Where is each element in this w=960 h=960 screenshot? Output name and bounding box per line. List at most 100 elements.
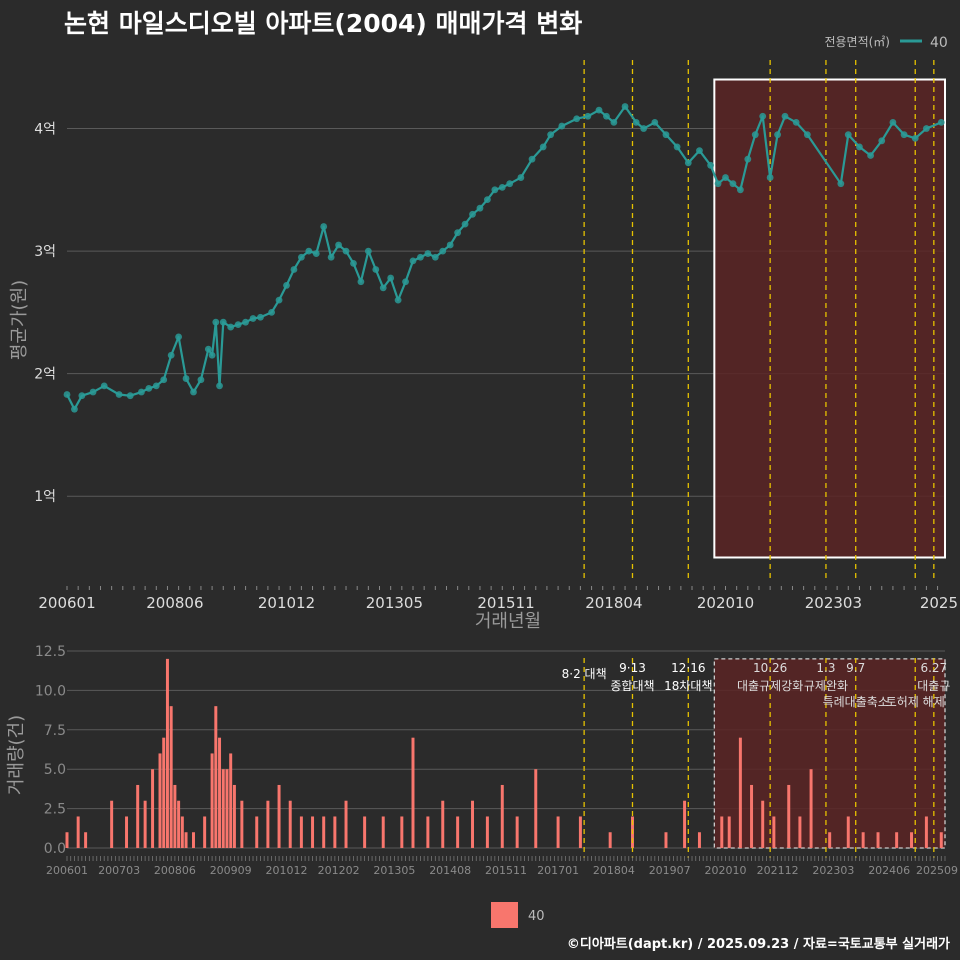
price-point [781,112,789,120]
volume-bar [177,800,181,848]
price-point [603,112,610,120]
price-point [89,388,97,396]
volume-x-tick-label: 201907 [649,864,691,877]
price-point [249,315,257,322]
annotation-date: 12·16 [671,661,705,675]
volume-x-tick-label: 201701 [537,864,579,877]
volume-bar [266,800,270,848]
price-point [446,241,454,249]
volume-bar [232,784,236,848]
volume-y-tick-label: 5.0 [44,762,66,778]
price-point [242,318,249,326]
price-point [774,131,781,139]
price-point [275,296,283,304]
price-point [684,159,692,167]
volume-bar [426,816,430,848]
annotation-label: 규제완화 [804,679,848,693]
volume-bar [556,816,560,848]
volume-bar [485,816,489,848]
price-y-tick-label: 3억 [34,244,56,260]
volume-bar [322,816,326,848]
volume-legend-label: 40 [528,909,545,924]
price-x-tick-label: 200601 [38,594,95,612]
price-y-tick-label: 2억 [34,367,56,383]
price-point [212,318,220,326]
volume-bar [608,832,612,848]
price-point [409,257,417,265]
price-point [402,278,409,286]
volume-bar [924,816,928,848]
price-point [63,391,71,398]
price-point [610,119,618,126]
price-point [837,180,845,188]
volume-x-tick-label: 200806 [154,864,196,877]
price-point [792,119,800,126]
price-point [483,196,491,204]
annotation-date: 9·13 [619,661,646,675]
volume-bar [910,832,914,848]
price-point [573,115,581,123]
price-x-tick-label: 201012 [258,594,315,612]
volume-bar [828,832,832,848]
price-point [461,220,469,228]
price-point [145,384,153,392]
annotation-label: 특례대출축소 [823,695,889,709]
price-point [387,274,395,282]
price-y-axis-title: 평균가(원) [9,280,30,360]
price-point [662,131,670,139]
price-point [417,253,424,261]
volume-x-tick-label: 201305 [373,864,415,877]
volume-bar [173,784,177,848]
volume-x-tick-label: 202406 [868,864,910,877]
price-point [673,143,681,151]
price-point [268,308,276,316]
price-point [431,253,439,261]
price-series-line [66,105,942,411]
volume-bar [876,832,880,848]
volume-x-tick-label: 200703 [98,864,140,877]
volume-bar [846,816,850,848]
annotation-label: 8·2 대책 [562,666,607,681]
price-point [115,391,123,398]
price-point [372,266,380,273]
price-x-tick-label: 201305 [366,594,423,612]
volume-bar [578,816,582,848]
price-point [714,180,722,188]
price-point [867,152,874,159]
price-point [312,250,320,257]
volume-bar [180,816,184,848]
price-point [744,155,752,163]
annotation-label: 토허제 해제 [886,695,945,709]
volume-bar [225,769,229,848]
price-point [476,204,484,212]
price-point [491,186,499,194]
volume-bar [136,784,140,848]
price-x-tick-label: 202303 [805,594,862,612]
volume-y-tick-label: 10.0 [35,683,66,699]
volume-bar [169,706,173,848]
price-point [182,375,190,382]
volume-bar [65,832,69,848]
volume-y-tick-label: 12.5 [35,644,66,660]
price-point [439,247,447,255]
price-point [219,318,227,326]
price-point [160,376,168,384]
credit-text: ©디아파트(dapt.kr) / 2025.09.23 / 자료=국토교통부 실… [566,937,950,952]
volume-bar [158,753,162,848]
volume-bar [772,816,776,848]
volume-x-tick-label: 202303 [812,864,854,877]
volume-bar [165,658,169,848]
annotation-label: 대출규 [917,679,950,693]
volume-bar [381,816,385,848]
volume-bar [761,800,765,848]
volume-bar [184,832,188,848]
price-point [729,180,737,188]
price-x-tick-label: 2025 [920,594,958,612]
volume-bar [288,800,292,848]
volume-bar [203,816,207,848]
volume-bar [299,816,303,848]
price-point [595,106,603,114]
annotation-date: 6.27 [920,661,947,675]
price-point [197,376,205,384]
